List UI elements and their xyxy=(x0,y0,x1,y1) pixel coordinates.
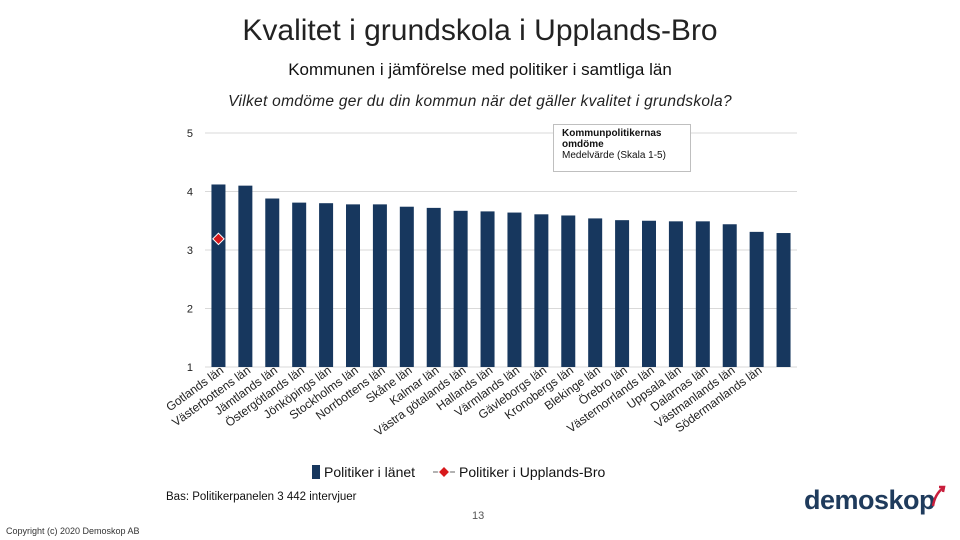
legend-marker-icon xyxy=(433,467,456,477)
bar xyxy=(776,233,791,367)
y-tick-label: 2 xyxy=(187,304,193,316)
page-title: Kvalitet i grundskola i Upplands-Bro xyxy=(242,14,718,47)
bar xyxy=(588,218,603,367)
bar xyxy=(265,198,280,367)
chart-legend: Politiker i länet Politiker i Upplands-B… xyxy=(312,462,623,482)
bar xyxy=(238,185,253,367)
y-tick-label: 1 xyxy=(187,362,193,374)
logo-text: demoskop xyxy=(804,485,936,515)
bar xyxy=(480,211,495,367)
bar xyxy=(534,214,549,367)
legend-marker-label: Politiker i Upplands-Bro xyxy=(459,464,606,480)
y-tick-label: 4 xyxy=(187,187,193,199)
bar xyxy=(722,224,737,367)
info-heading-line2: omdöme xyxy=(562,139,604,150)
bar xyxy=(453,210,468,367)
page-subtitle: Kommunen i jämförelse med politiker i sa… xyxy=(288,60,672,79)
bar xyxy=(372,204,387,367)
legend-item-bars: Politiker i länet xyxy=(312,464,415,480)
bar xyxy=(211,184,226,367)
upplands-bro-marker xyxy=(212,232,225,246)
legend-bars-label: Politiker i länet xyxy=(324,464,416,480)
y-tick-label: 5 xyxy=(187,128,193,140)
logo-arrow-icon xyxy=(931,485,946,506)
bar xyxy=(615,220,630,367)
info-subtext: Medelvärde (Skala 1-5) xyxy=(562,150,666,161)
info-heading-line1: Kommunpolitikernas xyxy=(562,128,662,139)
copyright-text: Copyright (c) 2020 Demoskop AB xyxy=(6,526,140,536)
survey-question: Vilket omdöme ger du din kommun när det … xyxy=(228,93,732,110)
bar xyxy=(346,204,360,367)
legend-bar-swatch xyxy=(312,465,320,479)
legend-item-marker: Politiker i Upplands-Bro xyxy=(433,464,605,480)
bar xyxy=(668,221,683,367)
chart-info-box: Kommunpolitikernas omdöme Medelvärde (Sk… xyxy=(553,124,691,172)
bar xyxy=(426,207,441,367)
bar xyxy=(319,203,334,367)
bar xyxy=(642,220,656,367)
bar xyxy=(399,206,414,367)
demoskop-logo: demoskop xyxy=(804,485,947,516)
y-tick-label: 3 xyxy=(187,245,193,257)
bar xyxy=(749,231,764,367)
bar xyxy=(292,202,307,367)
bar xyxy=(561,215,576,367)
bar xyxy=(695,221,710,367)
bar xyxy=(507,212,522,367)
page-number: 13 xyxy=(472,510,485,522)
sample-base-note: Bas: Politikerpanelen 3 442 intervjuer xyxy=(166,491,357,503)
